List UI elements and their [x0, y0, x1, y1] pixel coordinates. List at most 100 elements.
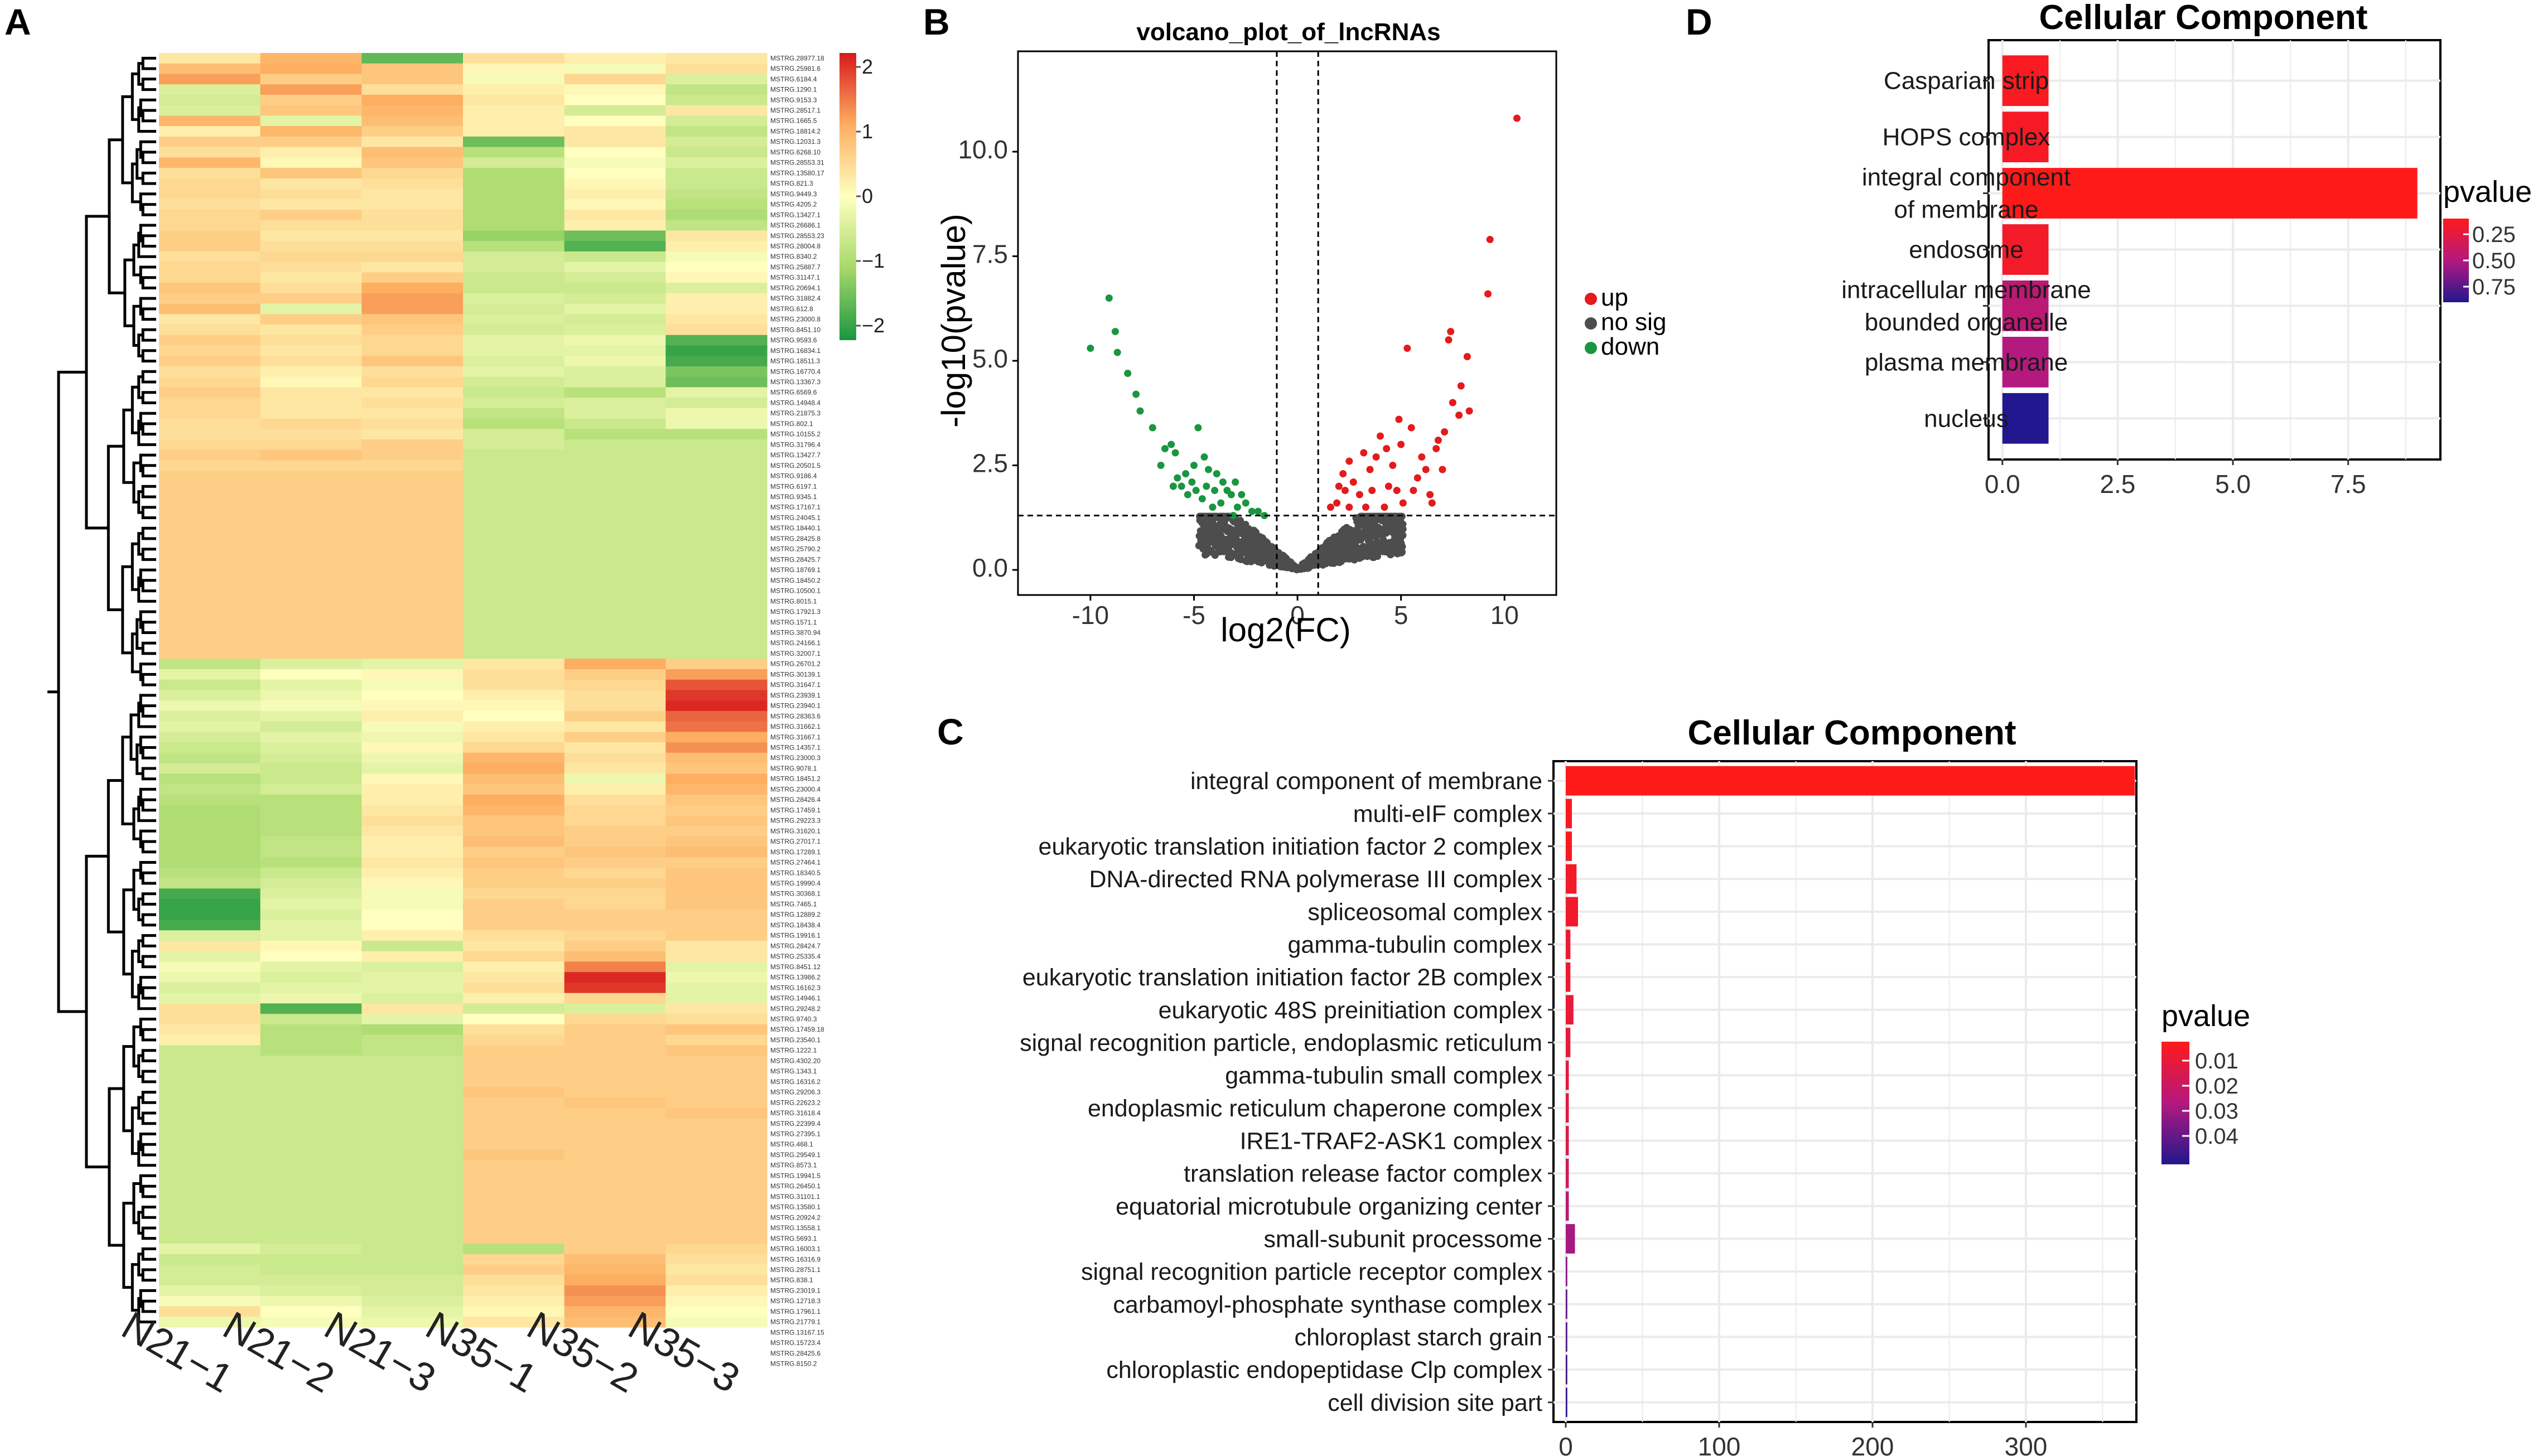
heatmap-cell: [361, 230, 464, 241]
heatmap-cell: [564, 742, 666, 753]
heatmap-cell: [463, 1181, 565, 1192]
heatmap-cell: [361, 251, 464, 263]
gene-label: MSTRG.18511.3: [770, 357, 820, 365]
heatmap-cell: [564, 251, 666, 263]
panel-c-letter: C: [937, 711, 964, 752]
dendrogram-branch: [141, 307, 156, 321]
dendrogram-branch: [141, 391, 156, 404]
gene-label: MSTRG.821.3: [770, 180, 813, 187]
heatmap-cell: [260, 867, 362, 879]
heatmap-cell: [564, 575, 666, 586]
heatmap-cell: [260, 1056, 362, 1067]
gene-label: MSTRG.31147.1: [770, 274, 820, 282]
heatmap-cell: [463, 502, 565, 513]
heatmap-cell: [260, 721, 362, 733]
gene-label: MSTRG.21875.3: [770, 409, 821, 417]
heatmap-cell: [159, 272, 261, 283]
heatmap-cell: [159, 491, 261, 502]
gene-label: MSTRG.1290.1: [770, 86, 817, 94]
heatmap-color-legend: 2 1 0 −1 −2: [839, 53, 885, 340]
heatmap-cell: [463, 815, 565, 826]
gene-label: MSTRG.17459.1: [770, 806, 821, 814]
heatmap-gene-labels: MSTRG.28977.18 MSTRG.25981.6 MSTRG.6184.4 M…: [770, 54, 824, 1367]
volcano-up-point: [1333, 499, 1341, 507]
heatmap-cell: [260, 637, 362, 649]
volcano-nosig-point: [1246, 552, 1253, 559]
bars-c-bar: [1566, 897, 1578, 927]
heatmap-cell: [665, 398, 768, 409]
gene-label: MSTRG.29248.2: [770, 1005, 821, 1013]
heatmap-cell: [463, 63, 565, 75]
heatmap-cell: [564, 345, 666, 356]
volcano-nosig-point: [1386, 550, 1394, 558]
bars-c-category-label: gamma-tubulin complex: [1288, 932, 1543, 959]
heatmap-cell: [260, 836, 362, 848]
heatmap-cell: [159, 241, 261, 252]
heatmap-cell: [159, 617, 261, 628]
bars-c-category-label: chloroplast starch grain: [1294, 1324, 1542, 1351]
heatmap-cell: [159, 460, 261, 471]
heatmap-cell: [159, 1139, 261, 1150]
heatmap-cell: [260, 1202, 362, 1213]
heatmap-cell: [463, 1003, 565, 1014]
volcano-nosig-point: [1332, 550, 1340, 558]
heatmap-cell: [564, 846, 666, 858]
bars-d-bar: [2002, 337, 2049, 388]
heatmap-cell: [564, 199, 666, 210]
heatmap-cell: [159, 846, 261, 858]
gene-label: MSTRG.13580.17: [770, 169, 824, 177]
heatmap-cell: [564, 1118, 666, 1129]
heatmap-cell: [463, 972, 565, 983]
heatmap-cell: [564, 272, 666, 283]
heatmap-cell: [463, 199, 565, 210]
heatmap-cell: [159, 74, 261, 85]
heatmap-cell: [665, 710, 768, 722]
heatmap-cell: [665, 1191, 768, 1202]
dendrogram-branch: [141, 1247, 156, 1261]
heatmap-cell: [361, 387, 464, 398]
heatmap-cell: [361, 1045, 464, 1056]
heatmap-cell: [361, 815, 464, 826]
heatmap-cell: [159, 1295, 261, 1307]
heatmap-cell: [463, 512, 565, 524]
heatmap-cell: [564, 105, 666, 116]
heatmap-cell: [260, 272, 362, 283]
volcano-down-point: [1188, 478, 1196, 486]
heatmap-cell: [361, 1118, 464, 1129]
heatmap-cell: [463, 857, 565, 868]
volcano-down-point: [1223, 487, 1231, 494]
heatmap-cell: [463, 366, 565, 378]
heatmap-cell: [463, 659, 565, 670]
heatmap-cell: [665, 335, 768, 346]
volcano-nosig-point: [1210, 549, 1217, 557]
heatmap-cell: [463, 627, 565, 638]
heatmap-cell: [665, 1222, 768, 1234]
bars-d-legend-ticks: 0.250.500.75: [2463, 222, 2516, 299]
volcano-down-point: [1132, 390, 1140, 398]
gene-label: MSTRG.20924.2: [770, 1213, 821, 1221]
gene-label: MSTRG.4302.20: [770, 1057, 821, 1065]
heatmap-cell: [260, 314, 362, 325]
heatmap-cell: [463, 272, 565, 283]
heatmap-cell: [159, 408, 261, 419]
gene-label: MSTRG.9345.1: [770, 493, 817, 501]
bars-c-bar: [1566, 995, 1574, 1025]
bars-c-bar: [1566, 766, 2135, 796]
heatmap-cell: [564, 1306, 666, 1317]
heatmap-cell: [260, 941, 362, 952]
heatmap-cell: [260, 982, 362, 994]
heatmap-cell: [361, 930, 464, 941]
heatmap-cell: [665, 408, 768, 419]
dendrogram-branch: [141, 171, 156, 185]
dendrogram-branch: [122, 1045, 134, 1133]
heatmap-cell: [463, 209, 565, 221]
bars-c-legend-tick-label: 0.04: [2195, 1124, 2238, 1149]
gene-label: MSTRG.23019.1: [770, 1286, 821, 1294]
heatmap-cell: [463, 648, 565, 659]
heatmap-cell: [361, 147, 464, 158]
volcano-up-point: [1441, 428, 1449, 436]
gene-label: MSTRG.18340.5: [770, 869, 821, 877]
heatmap-cell: [463, 805, 565, 816]
bars-c-title: Cellular Component: [1687, 714, 2016, 752]
heatmap-cell: [665, 209, 768, 221]
